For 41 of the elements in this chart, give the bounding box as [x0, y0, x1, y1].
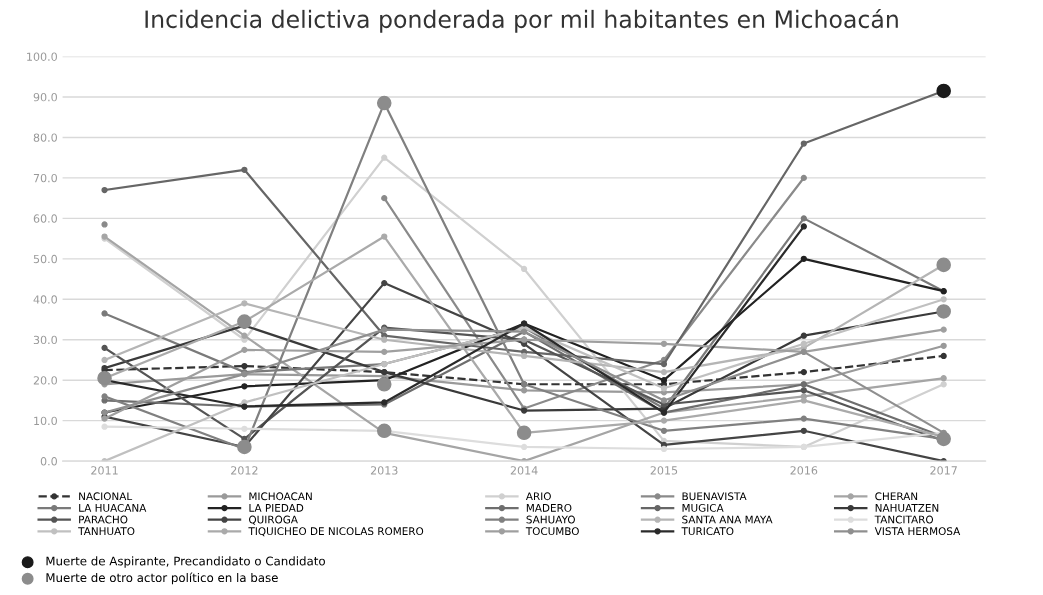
x-tick-label: 2015 [650, 466, 678, 475]
legend-label: MADERO [526, 503, 572, 512]
y-tick-label: 70.0 [33, 173, 57, 183]
chart-title: Incidencia delictiva ponderada por mil habitantes en Michoacán [145, 8, 898, 33]
y-tick-label: 60.0 [33, 214, 57, 223]
legend-label: SANTA ANA MAYA [682, 515, 773, 524]
y-tick-label: 90.0 [33, 92, 57, 102]
legend-label: ARIO [525, 492, 551, 501]
y-tick-label: 40.0 [33, 295, 57, 304]
legend-label: PARACHO [79, 515, 128, 524]
y-tick-label: 50.0 [33, 254, 57, 264]
x-tick-label: 2014 [510, 466, 538, 475]
legend-label: MICHOACAN [249, 492, 312, 501]
legend-label: NAHUATZEN [875, 504, 939, 512]
legend-label: BUENAVISTA [682, 492, 747, 501]
x-tick-label: 2012 [231, 466, 258, 475]
y-tick-label: 20.0 [33, 376, 57, 385]
legend-label: CHERAN [875, 492, 918, 501]
legend-label: TIQUICHEO DE NICOLAS ROMERO [248, 527, 424, 537]
x-tick-label: 2016 [790, 466, 818, 475]
legend-label: SAHUAYO [526, 515, 575, 524]
legend-label: VISTA HERMOSA [874, 527, 961, 536]
legend-label: TANHUATO [78, 527, 135, 536]
legend-label: TURICATO [681, 527, 734, 536]
x-tick-label: 2011 [91, 466, 118, 475]
x-tick-label: 2017 [930, 466, 957, 475]
legend-label: NACIONAL [79, 492, 133, 501]
legend-label: TANCITARO [874, 515, 934, 524]
legend-label: Muerte de otro actor político en la base [46, 572, 278, 585]
legend-label: MUGICA [682, 503, 724, 512]
legend-label: Muerte de Aspirante, Precandidato o Candidato [46, 556, 325, 568]
x-tick-label: 2013 [370, 466, 398, 475]
y-tick-label: 10.0 [34, 416, 57, 426]
legend-label: TOCUMBO [525, 527, 579, 536]
y-tick-label: 0.0 [40, 457, 57, 466]
legend-label: QUIROGA [249, 515, 298, 525]
y-tick-label: 100.0 [27, 52, 57, 61]
y-tick-label: 30.0 [33, 335, 57, 345]
legend-label: LA PIEDAD [249, 504, 304, 512]
y-tick-label: 80.0 [33, 133, 57, 142]
legend-label: LA HUACANA [79, 503, 147, 512]
